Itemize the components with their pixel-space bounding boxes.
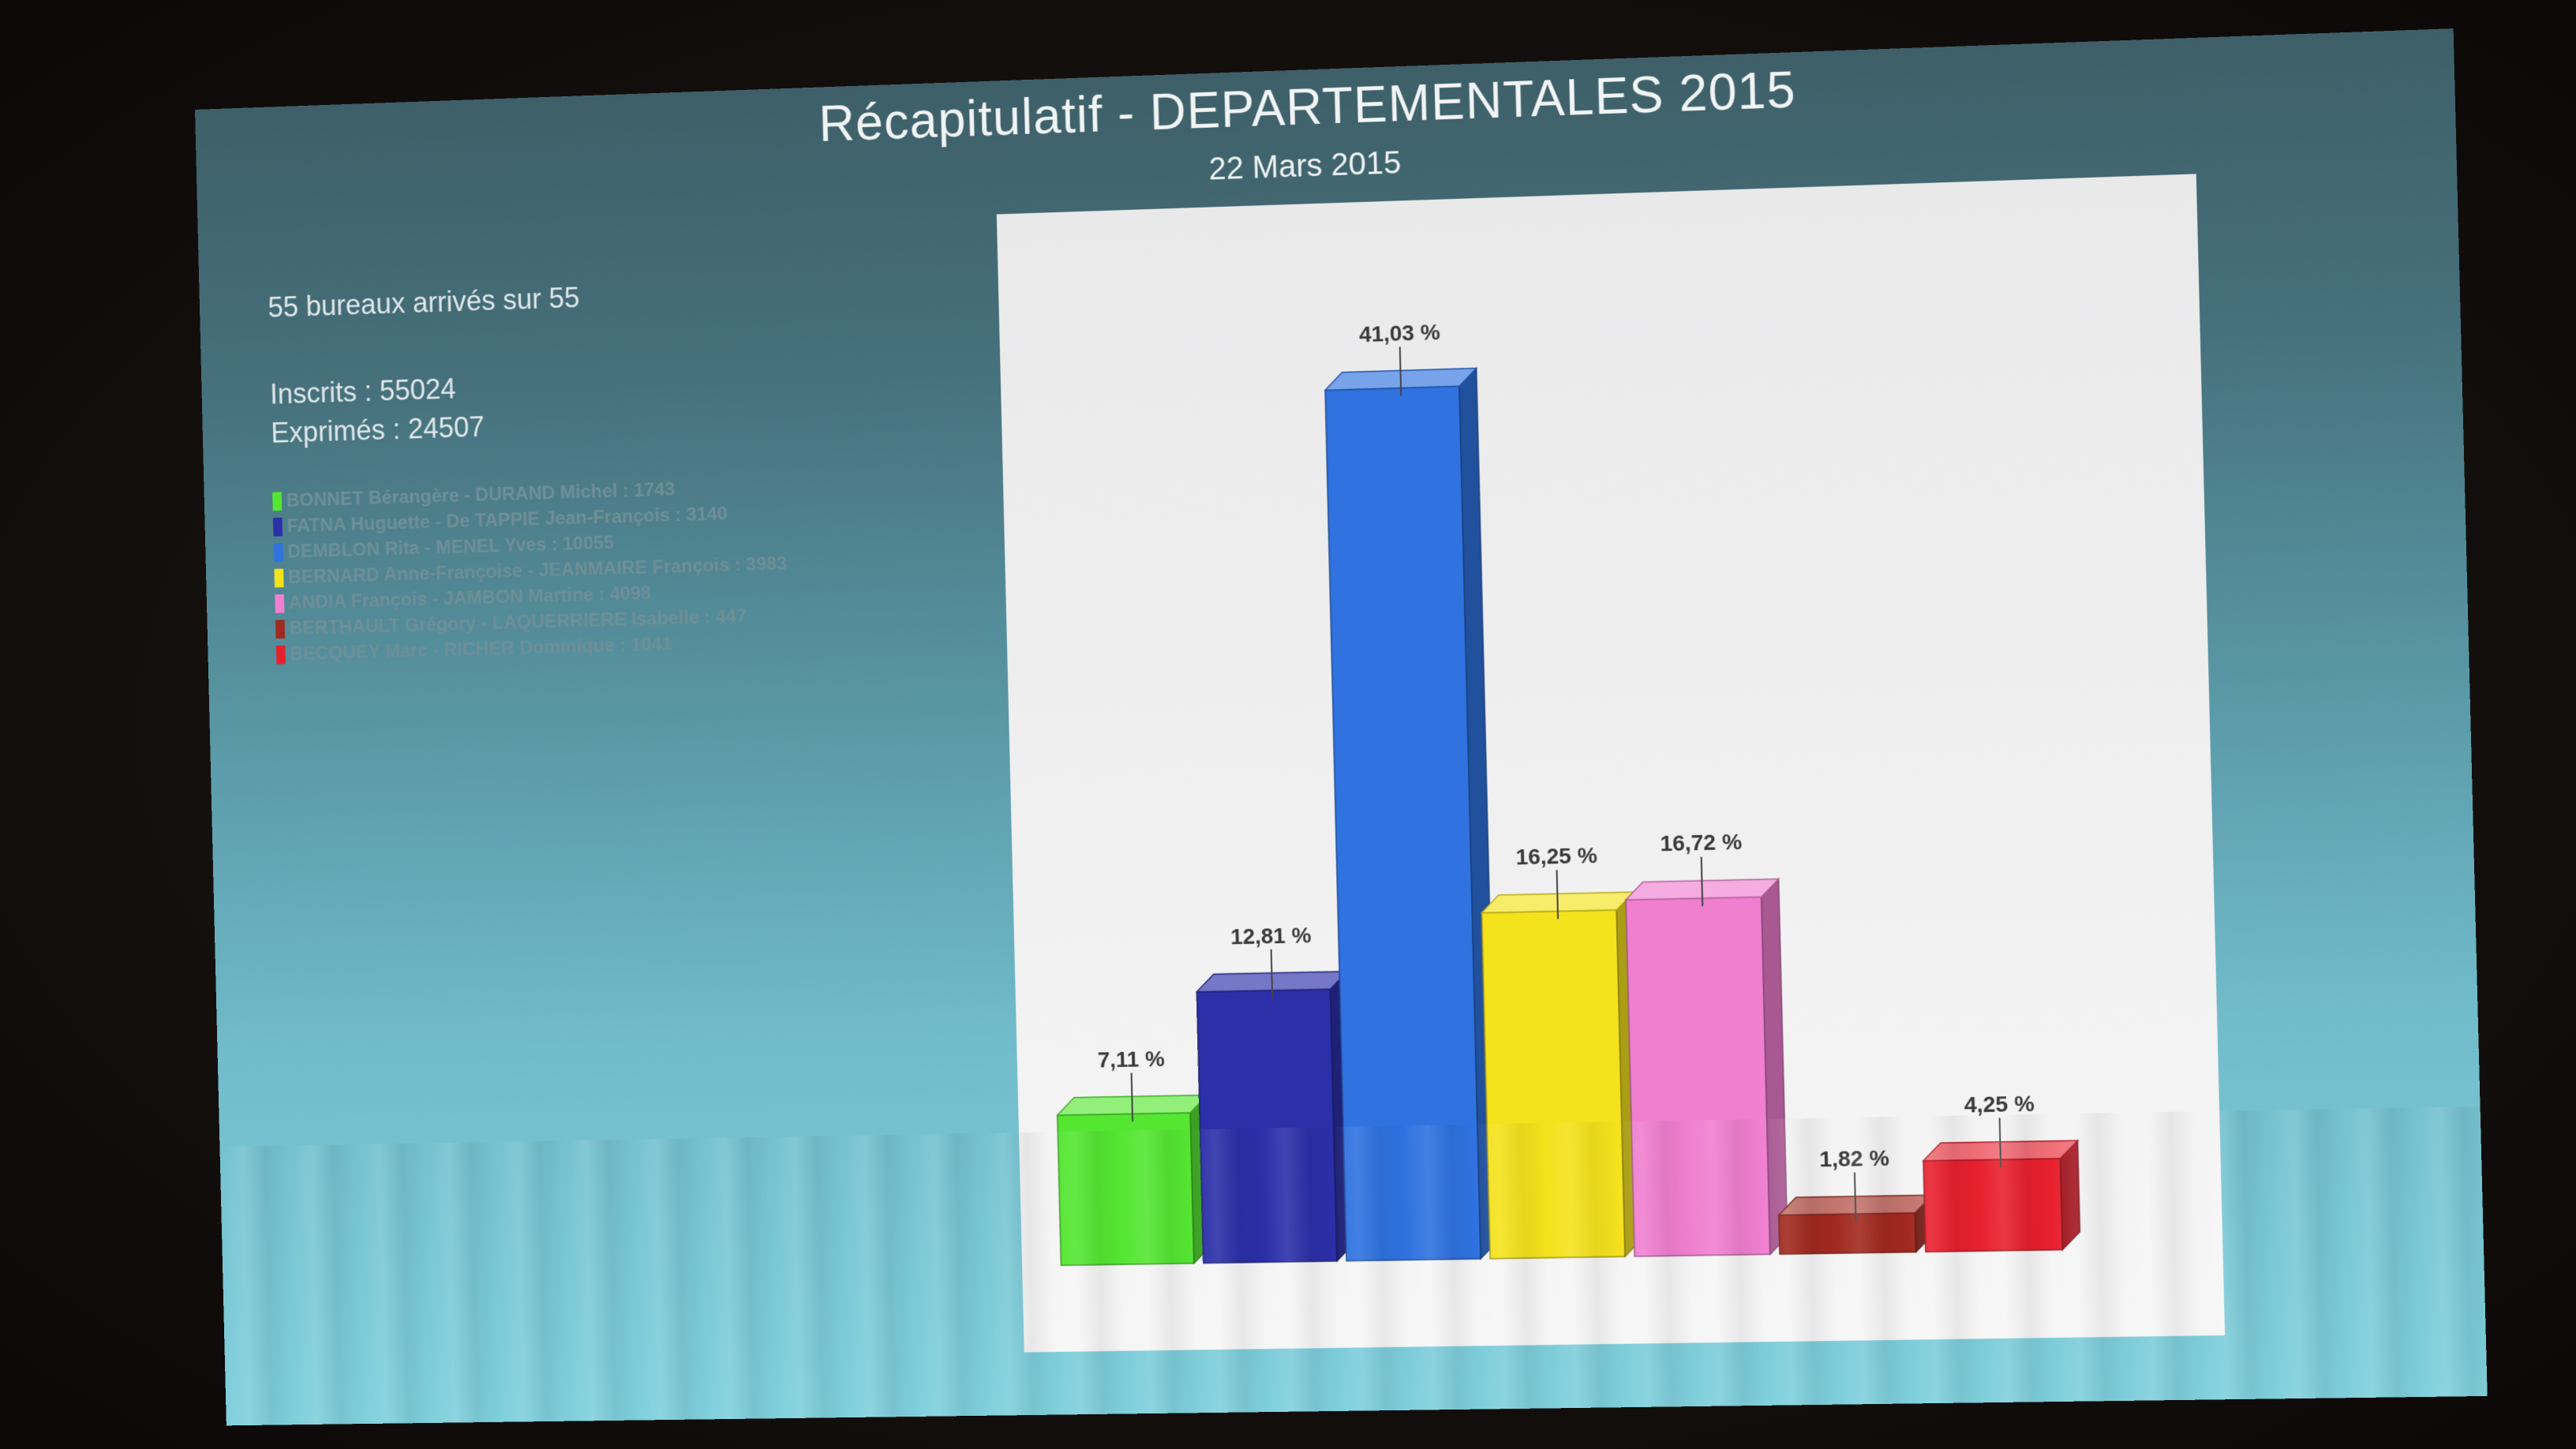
chart-data-label: 16,25 % — [1515, 843, 1597, 870]
chart-bar-group: 16,25 % — [1480, 842, 1642, 1259]
legend-swatch — [275, 620, 285, 638]
chart-bar-side — [2060, 1140, 2080, 1249]
chart-bar — [1481, 910, 1625, 1259]
chart-bar — [1779, 1213, 1916, 1254]
inscrits-count: Inscrits : 55024 — [270, 373, 457, 411]
chart-data-label: 16,72 % — [1660, 829, 1743, 856]
exprimes-count: Exprimés : 24507 — [271, 410, 485, 449]
candidate-legend: BONNET Bérangère - DURAND Michel : 1743 … — [272, 468, 968, 667]
chart-data-label: 12,81 % — [1230, 923, 1312, 949]
bureaux-count: 55 bureaux arrivés sur 55 — [268, 281, 580, 324]
projection-screen: Récapitulatif - DEPARTEMENTALES 2015 22 … — [195, 28, 2488, 1425]
legend-swatch — [273, 517, 283, 536]
chart-data-label: 1,82 % — [1819, 1145, 1889, 1171]
chart-bar — [1325, 386, 1481, 1260]
chart-bar — [1626, 897, 1770, 1256]
legend-swatch — [275, 593, 284, 612]
chart-svg: 7,11 % 12,81 % 41,03 % 16,25 % 16,72 % 1,82 %… — [997, 174, 2225, 1352]
legend-swatch — [274, 543, 283, 562]
chart-data-label: 4,25 % — [1964, 1091, 2035, 1117]
chart-bar-group: 41,03 % — [1324, 318, 1498, 1261]
chart-data-label: 41,03 % — [1359, 319, 1440, 346]
chart-bar — [1058, 1113, 1194, 1265]
chart-bar-group: 16,72 % — [1624, 829, 1788, 1256]
chart-data-label: 7,11 % — [1097, 1046, 1165, 1072]
legend-swatch — [272, 492, 282, 511]
results-bar-chart: 7,11 % 12,81 % 41,03 % 16,25 % 16,72 % 1,82 %… — [997, 174, 2225, 1352]
chart-bar — [1196, 989, 1337, 1263]
legend-swatch — [274, 568, 283, 587]
chart-bar — [1923, 1159, 2062, 1252]
legend-swatch — [276, 645, 286, 664]
